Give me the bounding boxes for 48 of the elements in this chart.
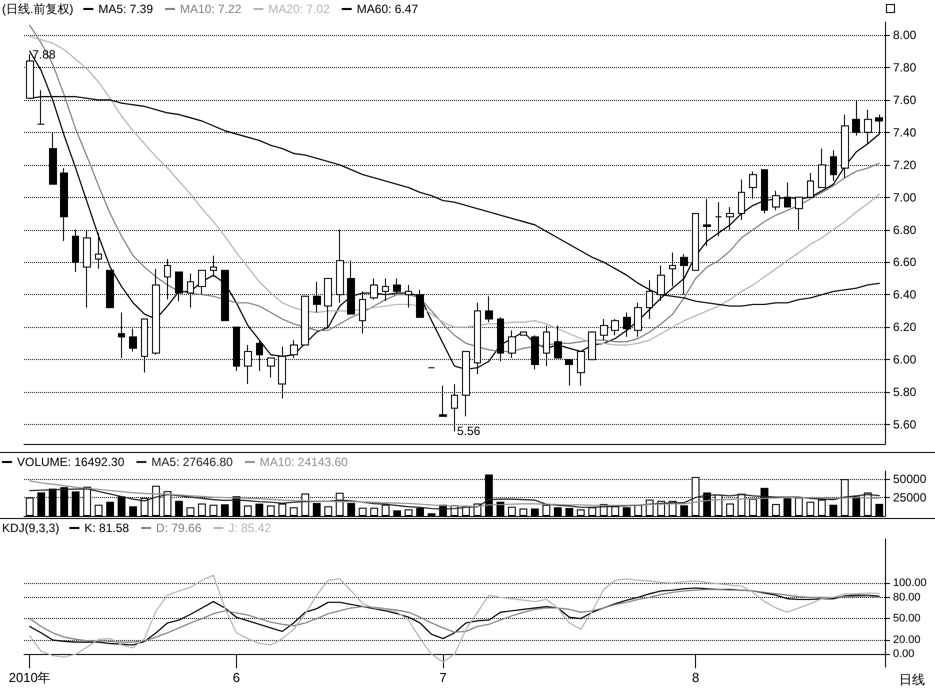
chart-title: (日线.前复权) [2,2,74,16]
text: 日线 [899,672,925,687]
y-tick-label: 50000 [893,472,927,486]
y-tick-label: 7.80 [893,60,917,74]
y-tick-label: 5.60 [893,418,917,432]
legend-label: MA60: 6.47 [356,2,418,16]
annotation: 7.88 [32,47,56,62]
y-tick-label: 100.00 [893,577,927,590]
y-tick-label: 7.20 [893,158,917,172]
legend-label: K: 81.58 [84,521,130,535]
legend-label: MA10: 7.22 [180,2,242,16]
x-tick-label: 7 [439,670,447,685]
y-tick-label: 7.40 [893,125,917,140]
legend-label: MA20: 7.02 [268,2,330,16]
legend-label: VOLUME: 16492.30 [17,455,125,469]
x-tick-label: 8 [692,670,700,685]
y-tick-label: 50.00 [893,612,921,625]
y-tick-label: 6.60 [893,255,917,270]
legend-label: J: 85.42 [228,521,272,535]
y-tick-label: 7.60 [893,92,917,107]
line-series [29,488,880,510]
y-tick-label: 7.00 [893,190,917,204]
line-series [29,574,880,663]
y-tick-label: 0.00 [893,648,914,660]
candlestick [198,270,206,296]
y-tick-label: 25000 [893,490,927,505]
y-tick-label: 6.40 [893,288,917,302]
candlestick [520,332,527,336]
candlestick [508,330,516,358]
x-tick-label: 6 [232,670,240,685]
legend-label: MA5: 27646.80 [151,455,234,469]
y-tick-label: 6.80 [893,222,917,237]
y-tick-label: 6.20 [893,320,917,334]
y-tick-label: 80.00 [893,591,921,604]
y-tick-label: 5.80 [893,385,917,400]
line-series [29,480,880,508]
y-tick-label: 8.00 [893,28,917,42]
chart-title: KDJ(9,3,3) [2,521,60,535]
candlestick [290,340,298,358]
annotation: 5.56 [457,424,481,438]
x-tick-label: 2010年 [8,670,51,685]
legend-label: MA10: 24143.60 [260,455,348,469]
candlestick [726,206,734,230]
y-tick-label: 20.00 [893,634,921,646]
y-tick-label: 6.00 [893,352,917,367]
legend-label: D: 79.66 [156,521,202,535]
legend-label: MA5: 7.39 [98,2,154,16]
candlestick [382,278,389,302]
